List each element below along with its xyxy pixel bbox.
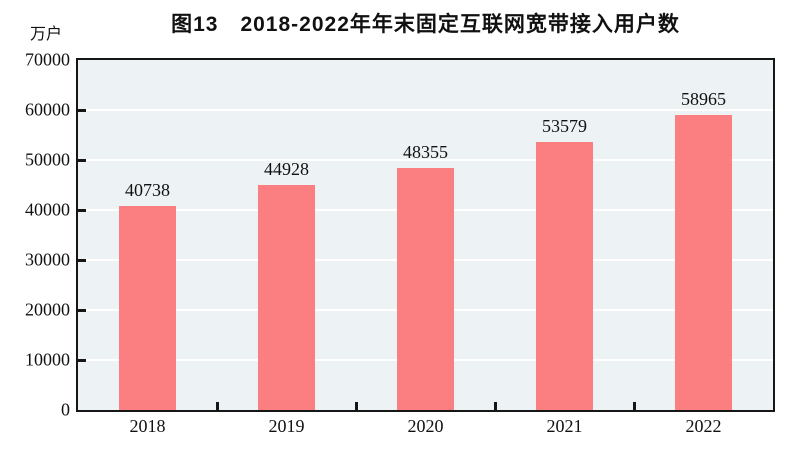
x-axis-category-label: 2018	[129, 416, 166, 436]
y-axis-tick-label: 50000	[25, 149, 70, 170]
bar-value-label: 48355	[403, 142, 448, 163]
bar-2021	[536, 142, 593, 410]
bar-2022	[675, 115, 732, 410]
x-axis-category-label: 2022	[685, 416, 722, 436]
y-axis-tick-label: 40000	[25, 199, 70, 220]
plot-area: 40738 44928 48355 53579 58965	[76, 58, 775, 412]
y-axis-tick-label: 10000	[25, 349, 70, 370]
x-axis-category-label: 2021	[546, 416, 583, 436]
x-axis-category-label: 2020	[407, 416, 444, 436]
bar-value-label: 44928	[264, 159, 309, 180]
y-axis-tick-label: 60000	[25, 99, 70, 120]
x-tick-mark	[215, 402, 219, 410]
bar-value-label: 58965	[681, 89, 726, 110]
bar-2019	[258, 185, 315, 410]
bar-2018	[119, 206, 176, 410]
y-tick-mark	[78, 158, 86, 162]
y-tick-mark	[78, 358, 86, 362]
y-axis-tick-label: 30000	[25, 249, 70, 270]
x-tick-mark	[632, 402, 636, 410]
gridline	[78, 109, 773, 111]
chart-title: 图13 2018-2022年年末固定互联网宽带接入用户数	[171, 13, 680, 36]
y-tick-mark	[78, 108, 86, 112]
gridline	[78, 159, 773, 161]
bar-2020	[397, 168, 454, 410]
x-tick-mark	[493, 402, 497, 410]
bar-value-label: 40738	[125, 180, 170, 201]
x-tick-mark	[354, 402, 358, 410]
bar-value-label: 53579	[542, 116, 587, 137]
y-tick-mark	[78, 258, 86, 262]
y-tick-mark	[78, 308, 86, 312]
y-axis-tick-label: 20000	[25, 299, 70, 320]
x-axis-category-label: 2019	[268, 416, 305, 436]
y-tick-mark	[78, 208, 86, 212]
y-axis-tick-label: 70000	[25, 49, 70, 70]
y-axis-tick-label: 0	[61, 399, 70, 420]
y-axis-unit-label: 万户	[30, 26, 63, 43]
